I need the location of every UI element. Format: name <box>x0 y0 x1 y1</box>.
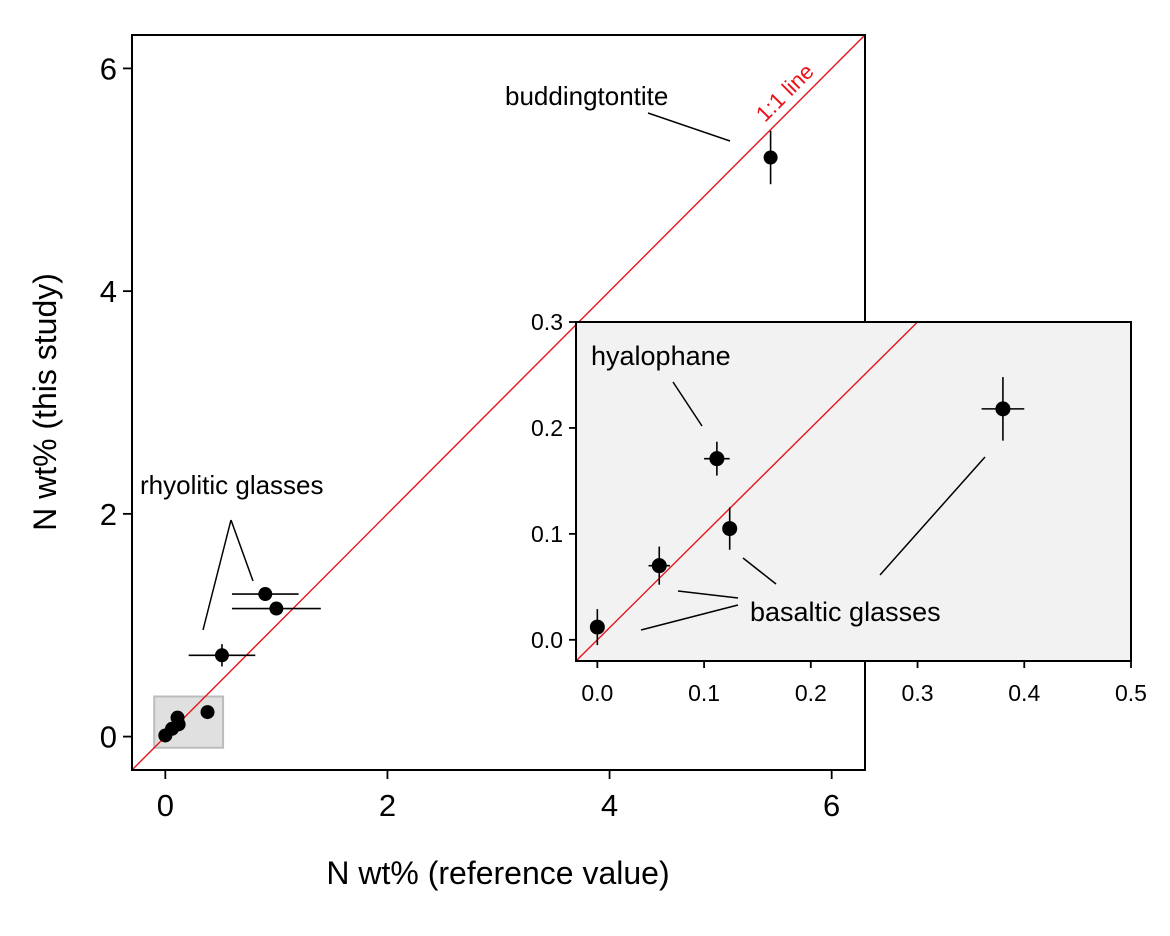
x-tick-label: 0.2 <box>795 680 827 706</box>
inset-plot-background <box>576 322 1131 661</box>
annotation-basaltic-glasses: basaltic glasses <box>750 597 941 627</box>
inset-plot: hyalophane basaltic glasses 0.0 0.1 0.2 0.3… <box>531 309 1147 706</box>
inset-one-to-one-line <box>575 321 919 662</box>
y-tick-label: 0.3 <box>531 309 563 335</box>
annotation-hyalophane: hyalophane <box>591 341 731 371</box>
point-marker <box>722 521 738 537</box>
point-marker <box>214 648 229 663</box>
rhyolitic-leader-1 <box>202 519 232 631</box>
one-to-one-line-path <box>131 34 866 771</box>
main-data-points <box>158 130 778 743</box>
inset-one-to-one-line-path <box>575 321 919 662</box>
x-axis-title: N wt% (reference value) <box>326 855 669 891</box>
point-marker <box>763 150 778 165</box>
x-tick-label: 0.0 <box>581 680 613 706</box>
annotation-rhyolitic-glasses: rhyolitic glasses <box>140 470 324 500</box>
point-marker <box>158 728 173 743</box>
x-tick-label: 0 <box>157 788 174 823</box>
buddingtontite-leader <box>647 112 731 142</box>
one-to-one-line <box>131 34 866 771</box>
y-tick-label: 0.2 <box>531 415 563 441</box>
point-marker <box>258 587 273 602</box>
hyalophane-leader <box>672 381 703 427</box>
x-tick-label: 2 <box>379 788 396 823</box>
main-point <box>231 601 321 616</box>
rhyolitic-leader-2 <box>230 519 254 582</box>
inset-data-points <box>589 377 1025 646</box>
point-marker <box>709 451 725 467</box>
main-point <box>763 130 778 185</box>
x-tick-label: 0.5 <box>1115 680 1147 706</box>
inset-point <box>981 377 1025 441</box>
x-tick-label: 6 <box>823 788 840 823</box>
basaltic-leader-4 <box>879 456 986 576</box>
x-tick-label: 0.4 <box>1008 680 1040 706</box>
y-tick-label: 4 <box>100 274 117 309</box>
inset-annotation-leaders <box>640 381 986 631</box>
y-tick-label: 2 <box>100 497 117 532</box>
y-tick-label: 0.0 <box>531 627 563 653</box>
y-axis-title: N wt% (this study) <box>27 273 63 531</box>
annotation-buddingtontite: buddingtontite <box>505 81 668 111</box>
y-tick-label: 6 <box>100 51 117 86</box>
main-point <box>158 728 173 743</box>
point-marker <box>651 558 667 574</box>
inset-point <box>704 441 730 476</box>
inset-point <box>722 507 738 550</box>
main-point <box>188 644 256 667</box>
main-annotation-leaders <box>202 112 731 631</box>
main-point <box>200 705 215 720</box>
basaltic-leader-2 <box>677 590 739 599</box>
main-axis-ticks: 0 2 4 6 0 2 4 6 <box>100 51 841 823</box>
inset-axis-ticks: 0.0 0.1 0.2 0.3 0.4 0.5 0.0 0.1 0.2 0.3 <box>531 309 1147 706</box>
basaltic-leader-3 <box>640 604 739 631</box>
x-tick-label: 0.1 <box>688 680 720 706</box>
x-tick-label: 4 <box>601 788 618 823</box>
main-point <box>231 587 299 602</box>
point-marker <box>269 601 284 616</box>
point-marker <box>200 705 215 720</box>
y-tick-label: 0 <box>100 720 117 755</box>
point-marker <box>995 401 1011 417</box>
inset-point <box>648 546 670 585</box>
x-tick-label: 0.3 <box>902 680 934 706</box>
basaltic-leader-1 <box>742 557 777 585</box>
inset-plot-frame <box>575 321 1132 662</box>
point-marker <box>589 619 605 635</box>
inset-point <box>589 609 605 646</box>
y-tick-label: 0.1 <box>531 521 563 547</box>
